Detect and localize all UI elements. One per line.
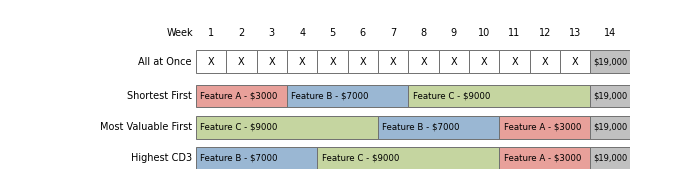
Bar: [499, 50, 530, 73]
Text: Highest CD3: Highest CD3: [130, 153, 192, 163]
Bar: [196, 50, 226, 73]
Text: Feature B - $7000: Feature B - $7000: [382, 123, 460, 132]
Text: $19,000: $19,000: [593, 154, 627, 163]
Text: X: X: [451, 57, 457, 66]
Text: X: X: [299, 57, 305, 66]
Bar: [257, 50, 287, 73]
Text: X: X: [208, 57, 214, 66]
Bar: [590, 116, 630, 139]
Text: $19,000: $19,000: [593, 123, 627, 132]
Text: 4: 4: [299, 28, 305, 38]
Bar: [590, 85, 630, 107]
Text: 11: 11: [508, 28, 521, 38]
Text: Feature C - $9000: Feature C - $9000: [322, 154, 399, 163]
Text: Feature B - $7000: Feature B - $7000: [200, 154, 278, 163]
Text: All at Once: All at Once: [138, 57, 192, 66]
Bar: [287, 50, 317, 73]
Bar: [196, 85, 287, 107]
Bar: [499, 116, 590, 139]
Bar: [317, 50, 348, 73]
Text: 13: 13: [569, 28, 582, 38]
Bar: [196, 116, 378, 139]
Text: X: X: [329, 57, 336, 66]
Text: Shortest First: Shortest First: [127, 91, 192, 101]
Bar: [408, 85, 590, 107]
Text: X: X: [572, 57, 578, 66]
Text: X: X: [420, 57, 427, 66]
Bar: [196, 147, 317, 169]
Text: Feature A - $3000: Feature A - $3000: [504, 154, 581, 163]
Text: Feature A - $3000: Feature A - $3000: [200, 91, 278, 101]
Text: Feature A - $3000: Feature A - $3000: [504, 123, 581, 132]
Text: Feature B - $7000: Feature B - $7000: [291, 91, 369, 101]
Text: $19,000: $19,000: [593, 57, 627, 66]
Text: 2: 2: [239, 28, 244, 38]
Text: 12: 12: [539, 28, 551, 38]
Text: Week: Week: [167, 28, 193, 38]
Bar: [317, 147, 499, 169]
Bar: [378, 116, 499, 139]
Bar: [590, 147, 630, 169]
Bar: [499, 147, 590, 169]
Text: 14: 14: [604, 28, 616, 38]
Text: Most Valuable First: Most Valuable First: [99, 122, 192, 132]
Bar: [469, 50, 499, 73]
Text: $19,000: $19,000: [593, 91, 627, 101]
Text: 1: 1: [208, 28, 214, 38]
Bar: [590, 50, 630, 73]
Text: 6: 6: [360, 28, 366, 38]
Bar: [530, 50, 560, 73]
Text: X: X: [542, 57, 548, 66]
Text: 3: 3: [269, 28, 275, 38]
Text: X: X: [511, 57, 518, 66]
Bar: [439, 50, 469, 73]
Text: 7: 7: [390, 28, 396, 38]
Bar: [226, 50, 257, 73]
Text: 10: 10: [478, 28, 490, 38]
Text: X: X: [360, 57, 366, 66]
Text: X: X: [238, 57, 245, 66]
Text: 9: 9: [451, 28, 457, 38]
Text: X: X: [481, 57, 487, 66]
Bar: [408, 50, 439, 73]
Text: Feature C - $9000: Feature C - $9000: [413, 91, 490, 101]
Bar: [287, 85, 408, 107]
Bar: [348, 50, 378, 73]
Text: 5: 5: [330, 28, 335, 38]
Text: Feature C - $9000: Feature C - $9000: [200, 123, 278, 132]
Text: X: X: [269, 57, 275, 66]
Bar: [378, 50, 408, 73]
Text: 8: 8: [421, 28, 426, 38]
Bar: [560, 50, 590, 73]
Text: X: X: [390, 57, 396, 66]
